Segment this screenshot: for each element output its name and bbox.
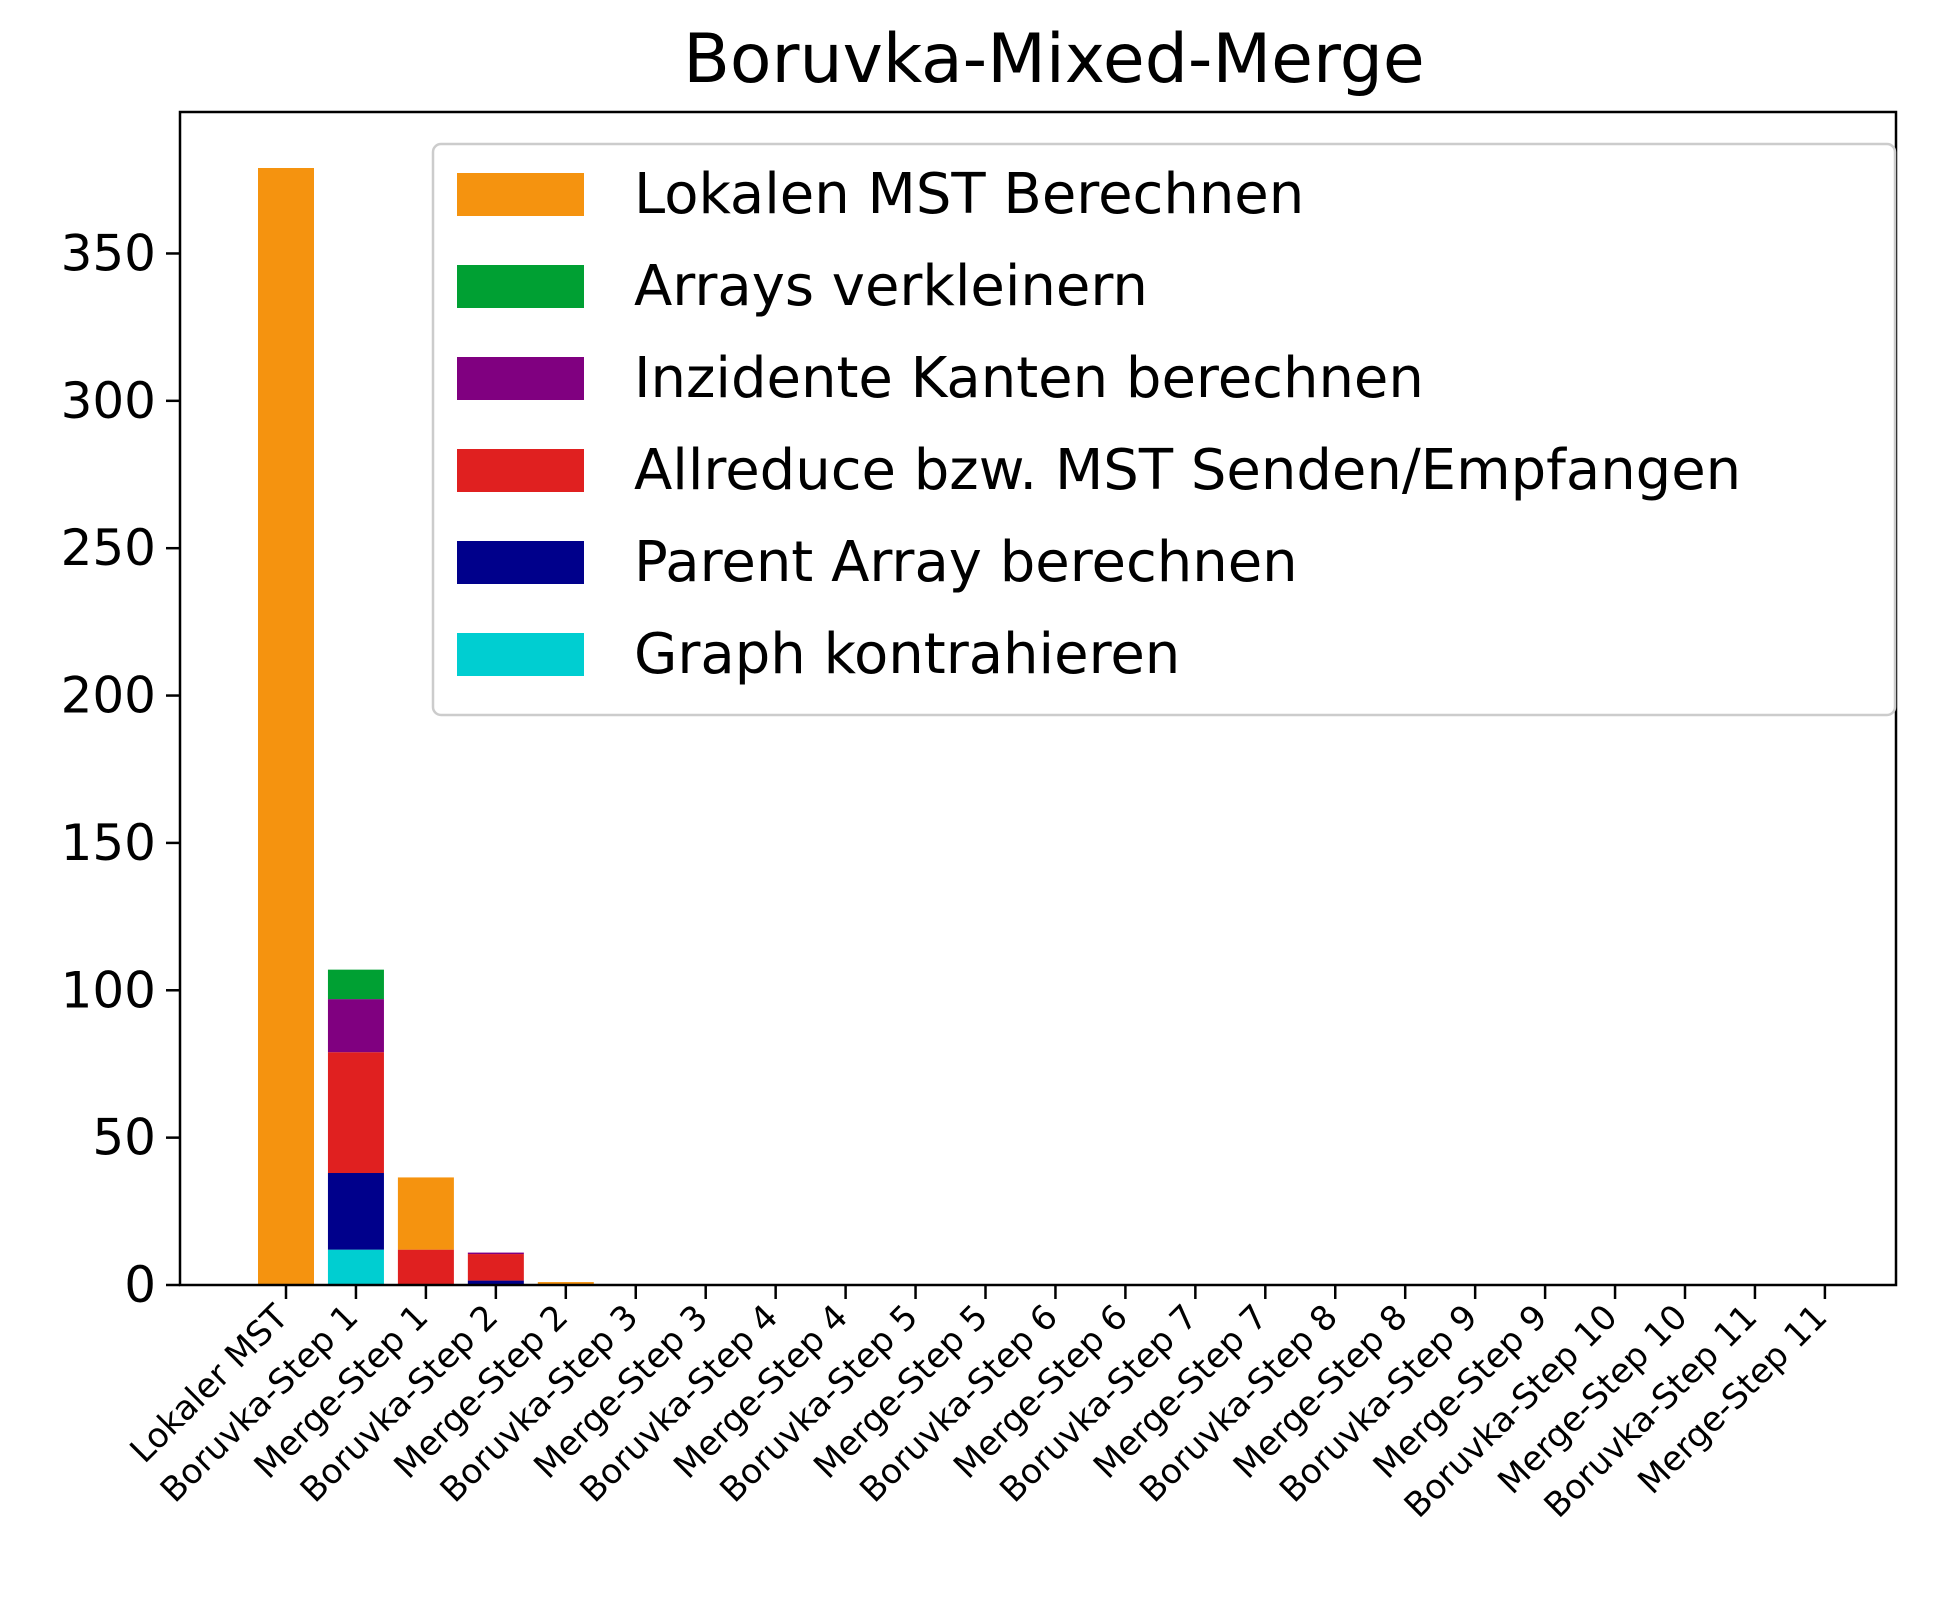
y-tick-label-0: 0 (124, 1256, 156, 1314)
legend-label-3: Allreduce bzw. MST Senden/Empfangen (634, 438, 1741, 503)
legend: Lokalen MST Berechnen Arrays verkleinern I… (431, 142, 1897, 717)
bar-segment-0-1 (327, 1249, 384, 1285)
legend-label-2: Inzidente Kanten berechnen (634, 346, 1424, 411)
chart-title: Boruvka-Mixed-Merge (683, 20, 1424, 99)
y-tick-label-1: 50 (92, 1109, 156, 1167)
y-tick-label-3: 150 (61, 814, 156, 872)
bar-segment-1-3 (467, 1280, 524, 1285)
y-tick-label-5: 250 (61, 519, 156, 577)
legend-label-1: Arrays verkleinern (634, 254, 1148, 319)
legend-swatch-1 (457, 265, 584, 308)
legend-swatch-0 (457, 173, 584, 216)
y-tick-label-2: 100 (61, 961, 156, 1019)
legend-swatch-5 (457, 633, 584, 676)
legend-label-0: Lokalen MST Berechnen (634, 162, 1304, 227)
bar-segment-1-1 (327, 1173, 384, 1250)
legend-box (431, 142, 1897, 717)
bar-segment-4-1 (327, 969, 384, 1000)
bar-segment-3-1 (327, 999, 384, 1053)
bar-segment-5-2 (397, 1177, 454, 1250)
bar-segment-2-2 (397, 1249, 454, 1285)
legend-swatch-2 (457, 357, 584, 400)
bars-layer (258, 167, 594, 1286)
bar-segment-2-3 (467, 1254, 524, 1281)
legend-swatch-4 (457, 541, 584, 584)
bar-segment-5-0 (258, 167, 314, 1286)
bar-segment-3-3 (467, 1252, 524, 1255)
bar-segment-5-4 (537, 1282, 594, 1285)
legend-swatch-3 (457, 449, 584, 492)
y-tick-label-6: 300 (61, 372, 156, 430)
y-tick-label-7: 350 (61, 224, 156, 282)
bar-segment-2-1 (327, 1052, 384, 1174)
legend-label-5: Graph kontrahieren (634, 622, 1180, 687)
y-tick-label-4: 200 (61, 667, 156, 725)
legend-label-4: Parent Array berechnen (634, 530, 1298, 595)
y-axis: 0 50 100 150 200 250 300 350 (61, 224, 180, 1314)
